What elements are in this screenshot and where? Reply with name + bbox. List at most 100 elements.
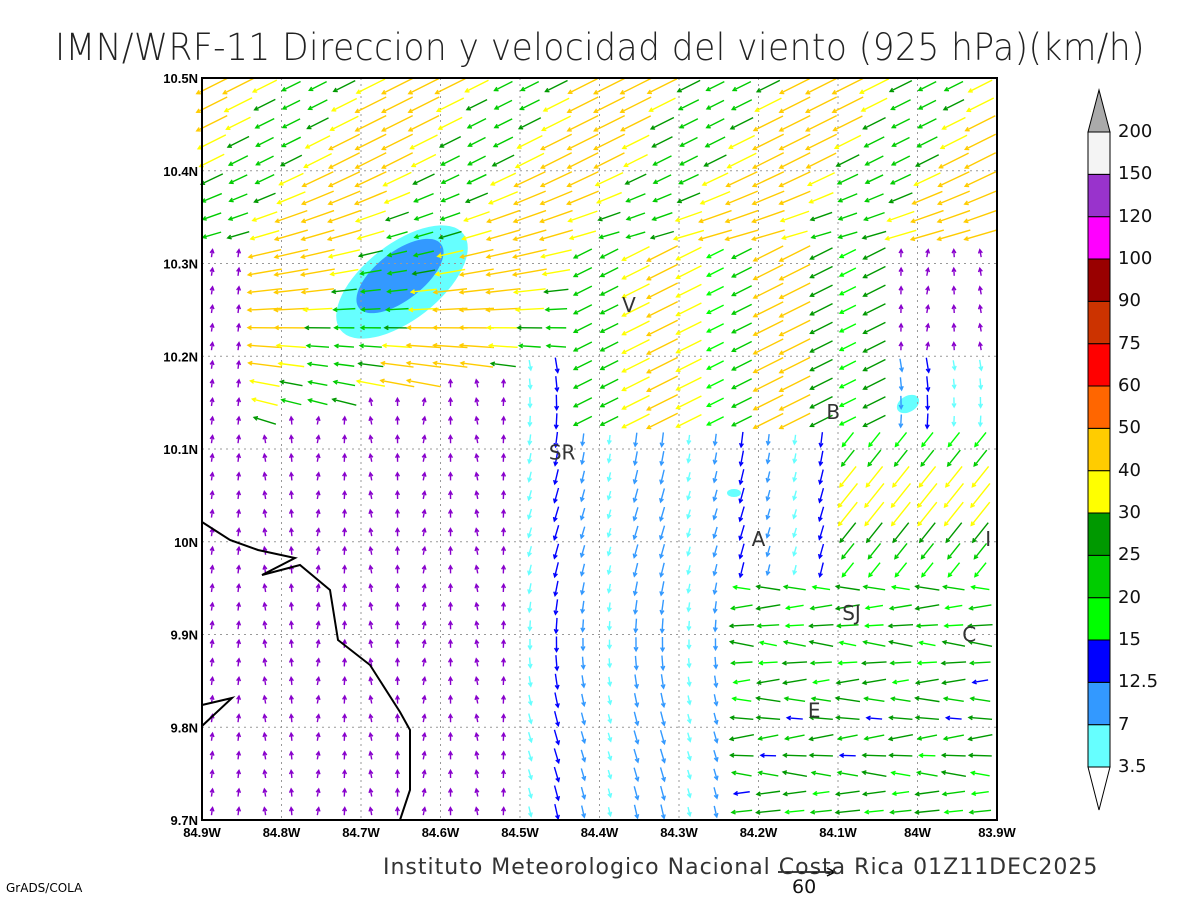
wind-arrow-shaft bbox=[513, 209, 547, 223]
wind-arrow bbox=[674, 210, 703, 223]
wind-arrow-head bbox=[461, 235, 467, 241]
wind-arrow-head bbox=[918, 537, 924, 544]
wind-arrow-head bbox=[394, 787, 401, 793]
wind-arrow-head bbox=[645, 331, 652, 337]
wind-arrow bbox=[675, 265, 702, 280]
lat-tick-label: 10.5N bbox=[163, 71, 198, 86]
wind-arrow bbox=[382, 171, 412, 187]
wind-arrow-shaft bbox=[649, 97, 676, 112]
wind-arrow-shaft bbox=[489, 344, 518, 349]
wind-arrow-head bbox=[606, 495, 612, 501]
wind-arrow-head bbox=[836, 180, 843, 185]
wind-arrow-head bbox=[315, 508, 321, 515]
reference-vector-label: 60 bbox=[792, 876, 817, 898]
wind-arrow-shaft bbox=[357, 230, 385, 240]
wind-arrow-shaft bbox=[837, 624, 859, 627]
wind-arrow bbox=[434, 77, 466, 95]
wind-arrow-head bbox=[731, 384, 737, 390]
wind-arrow-shaft bbox=[811, 771, 832, 777]
wind-arrow-head bbox=[862, 403, 868, 409]
wind-arrow-shaft bbox=[652, 136, 673, 148]
wind-arrow-head bbox=[977, 266, 983, 273]
colorbar-level-label: 90 bbox=[1118, 290, 1141, 312]
wind-arrow-shaft bbox=[678, 99, 700, 111]
wind-arrow-head bbox=[255, 160, 261, 166]
wind-arrow bbox=[308, 81, 327, 92]
wind-arrow-head bbox=[884, 235, 890, 241]
wind-arrow-head bbox=[306, 361, 313, 367]
wind-arrow-shaft bbox=[733, 679, 751, 684]
wind-arrow bbox=[924, 413, 930, 430]
wind-arrow-head bbox=[659, 553, 664, 560]
wind-arrow-head bbox=[501, 657, 507, 663]
wind-arrow bbox=[545, 325, 567, 331]
wind-arrow bbox=[554, 376, 560, 393]
wind-arrow bbox=[890, 584, 910, 591]
wind-arrow bbox=[621, 246, 650, 262]
wind-arrow bbox=[945, 522, 963, 544]
wind-arrow bbox=[342, 750, 348, 760]
wind-arrow-head bbox=[579, 515, 585, 521]
wind-arrow bbox=[436, 249, 464, 259]
lat-tick-label: 10.2N bbox=[163, 349, 198, 364]
wind-arrow-head bbox=[432, 289, 438, 295]
wind-arrow-head bbox=[914, 605, 920, 611]
wind-arrow bbox=[572, 248, 593, 259]
wind-arrow-head bbox=[752, 257, 758, 262]
wind-arrow-head bbox=[458, 325, 464, 331]
wind-arrow-shaft bbox=[223, 77, 254, 95]
wind-arrow-head bbox=[838, 253, 845, 259]
wind-arrow bbox=[553, 413, 559, 430]
wind-arrow-head bbox=[413, 234, 419, 240]
wind-arrow bbox=[863, 136, 885, 148]
wind-arrow bbox=[394, 806, 401, 816]
wind-arrow-shaft bbox=[730, 640, 754, 648]
wind-arrow-shaft bbox=[887, 210, 915, 222]
colorbar-level-label: 60 bbox=[1118, 375, 1141, 396]
wind-arrow-shaft bbox=[945, 604, 963, 609]
wind-arrow bbox=[917, 118, 937, 129]
wind-arrow-shaft bbox=[818, 488, 825, 503]
wind-arrow-head bbox=[864, 179, 870, 184]
wind-arrow-head bbox=[971, 482, 977, 488]
wind-arrow bbox=[394, 489, 401, 500]
wind-arrow-head bbox=[315, 676, 321, 682]
wind-arrow bbox=[447, 508, 454, 518]
wind-arrow-head bbox=[633, 609, 639, 615]
wind-arrow-head bbox=[262, 508, 268, 515]
wind-arrow-head bbox=[755, 809, 761, 815]
wind-arrow-head bbox=[645, 387, 652, 393]
wind-arrow bbox=[368, 731, 374, 741]
wind-arrow-shaft bbox=[911, 209, 944, 223]
wind-arrow-head bbox=[686, 514, 692, 520]
wind-arrow bbox=[493, 99, 513, 110]
wind-arrow bbox=[527, 452, 533, 465]
wind-arrow-head bbox=[592, 108, 599, 114]
wind-arrow bbox=[315, 583, 321, 593]
wind-arrow bbox=[300, 248, 335, 259]
wind-arrow bbox=[686, 453, 692, 464]
wind-arrow bbox=[246, 288, 282, 295]
wind-arrow bbox=[474, 731, 480, 741]
wind-arrow bbox=[645, 356, 679, 374]
wind-arrow-head bbox=[894, 572, 900, 578]
wind-arrow bbox=[862, 247, 886, 260]
wind-arrow-shaft bbox=[947, 562, 961, 578]
wind-arrow-head bbox=[394, 750, 401, 756]
wind-arrow bbox=[447, 582, 454, 593]
place-label: B bbox=[826, 400, 840, 424]
wind-arrow bbox=[493, 118, 513, 129]
wind-arrow-head bbox=[580, 441, 586, 447]
wind-arrow-shaft bbox=[964, 209, 997, 223]
wind-arrow-head bbox=[808, 198, 814, 204]
wind-arrow bbox=[447, 601, 454, 611]
wind-arrow-shaft bbox=[433, 288, 468, 294]
wind-arrow-head bbox=[544, 87, 550, 93]
wind-arrow bbox=[394, 638, 401, 648]
wind-arrow-head bbox=[394, 527, 401, 533]
wind-arrow bbox=[253, 192, 276, 204]
wind-arrow bbox=[501, 564, 507, 574]
wind-arrow-head bbox=[236, 638, 242, 645]
wind-arrow bbox=[888, 604, 912, 611]
wind-arrow-head bbox=[513, 182, 519, 188]
